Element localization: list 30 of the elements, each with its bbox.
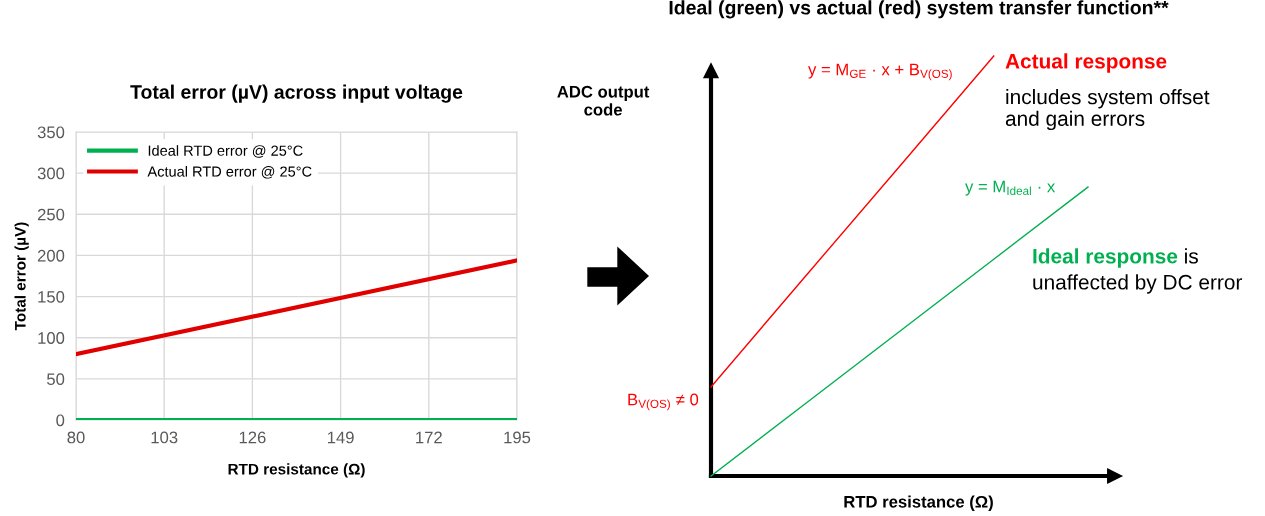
annotation: unaffected by DC error — [1033, 274, 1243, 294]
y-tick-label: 200 — [37, 249, 65, 262]
x-axis-title: RTD resistance (Ω) — [844, 495, 993, 511]
text: is — [1185, 248, 1198, 264]
y-tick-label: 350 — [37, 126, 65, 139]
annotation: Actual response — [1005, 53, 1167, 73]
y-tick-label: 0 — [56, 414, 65, 427]
text: B$_{V(OS)}$ ≠ 0 — [628, 393, 699, 411]
y-tick-label: 150 — [38, 290, 65, 303]
annotation: y = M$_{GE}$ · x + B$_{V(OS)}$ — [808, 63, 952, 81]
x-tick-label: 80 — [67, 431, 85, 444]
legend-label: Ideal RTD error @ 25°C — [148, 145, 303, 158]
x-axis-title: RTD resistance (Ω) — [228, 463, 365, 478]
annotation: includes system offset and gain errors — [1005, 89, 1210, 131]
x-tick-label: 103 — [151, 431, 178, 444]
y-tick-label: 300 — [37, 167, 65, 180]
legend-label: Actual RTD error @ 25°C — [147, 166, 312, 179]
y-tick-label: 50 — [47, 373, 65, 386]
y-axis-title: ADC output code — [557, 85, 650, 116]
y-tick-label: 100 — [38, 332, 65, 344]
x-tick-label: 149 — [327, 431, 354, 444]
annotation: y = M$_{Ideal}$ · x — [965, 180, 1056, 196]
chart-title: Total error (µV) across input voltage — [130, 84, 463, 103]
x-tick-label: 195 — [504, 431, 531, 444]
annotation: Ideal response — [1033, 248, 1178, 268]
y-axis-title: Total error (µV) — [14, 222, 29, 331]
x-tick-label: 126 — [239, 431, 266, 444]
x-tick-label: 172 — [416, 431, 442, 444]
chart-title: Ideal (green) vs actual (red) system transfer function** — [669, 0, 1169, 19]
y-tick-label: 250 — [37, 208, 65, 221]
